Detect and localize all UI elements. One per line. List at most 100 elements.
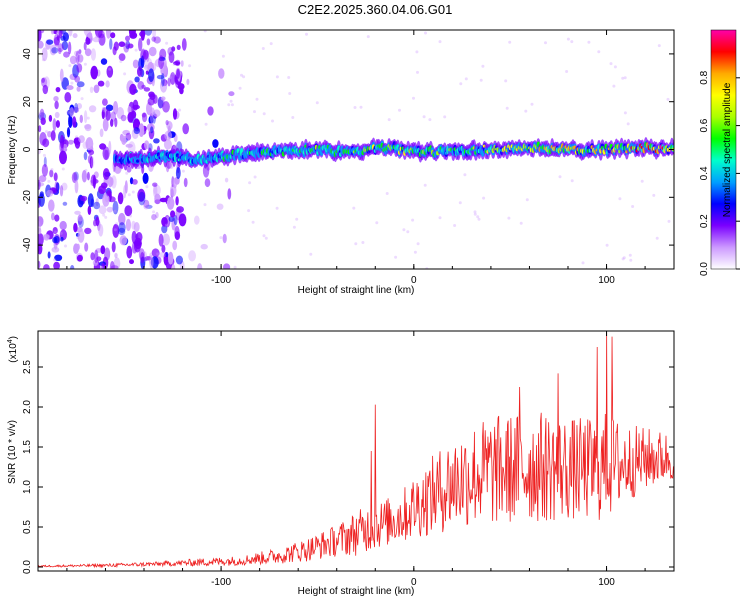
heatmap-noise-cell [112,223,120,238]
heatmap-speck [406,230,410,234]
heatmap-noise-cell [125,40,129,46]
heatmap-speck [621,76,625,80]
heatmap-noise-cell [160,96,166,101]
heatmap-noise-cell [171,264,176,269]
heatmap-noise-cell [167,47,174,56]
heatmap-speck [315,101,319,105]
heatmap-speck [482,196,486,200]
heatmap-x-tick-label: 100 [598,275,615,286]
heatmap-speck [524,109,528,113]
heatmap-speck [123,72,127,76]
heatmap-speck [129,214,132,218]
heatmap-noise-cell [124,180,128,194]
heatmap-noise-cell [126,245,133,259]
heatmap-noise-cell [129,83,137,95]
heatmap-noise-cell [112,101,119,115]
heatmap-noise-cell [63,51,70,58]
heatmap-speck [230,103,234,107]
heatmap-noise-cell [78,135,85,144]
heatmap-noise-cell [102,193,110,207]
heatmap-noise-cell [39,191,44,198]
heatmap-noise-cell [94,249,99,263]
heatmap-noise-cell [102,98,108,106]
heatmap-noise-cell [145,204,153,209]
heatmap-noise-cell [160,73,165,87]
heatmap-noise-cell [106,65,114,78]
heatmap-speck [398,108,401,112]
colorbar-axis: 0.0 0.2 0.4 0.6 0.8 [699,70,740,276]
heatmap-speck [605,243,609,247]
heatmap-noise-cell [163,139,172,150]
heatmap-noise-cell [173,214,178,226]
heatmap-noise-cell [47,131,52,138]
heatmap-noise-cell [74,50,79,57]
heatmap-speck [375,221,379,225]
heatmap-noise-cell [166,160,171,169]
heatmap-speck [50,168,54,171]
heatmap-noise-cell [153,36,161,44]
heatmap-y-tick-label: 0 [22,146,33,152]
heatmap-noise-cell [118,222,126,234]
heatmap-noise-cell [42,84,49,95]
heatmap-speck [424,31,427,35]
heatmap-speck [38,112,42,116]
heatmap-speck [415,50,419,54]
heatmap-noise-cell [38,30,42,42]
heatmap-noise-cell [161,217,168,227]
heatmap-noise-cell [101,106,106,112]
heatmap-noise-cell [151,36,156,42]
heatmap-speck [476,215,480,219]
heatmap-noise-cell [94,30,103,38]
heatmap-speck [59,231,63,235]
heatmap-speck [171,71,175,75]
heatmap-noise-cell [138,37,143,52]
heatmap-noise-cell [58,47,62,55]
heatmap-speck [354,242,358,246]
heatmap-noise-cell [53,96,59,102]
heatmap-speck [519,221,523,225]
heatmap-noise-cell [38,179,41,190]
heatmap-noise-cell [105,109,111,121]
heatmap-noise-cell [228,91,235,97]
heatmap-speck [61,167,65,171]
heatmap-noise-cell [113,257,121,269]
heatmap-speck [666,97,670,101]
heatmap-noise-cell [60,236,64,242]
heatmap-noise-cell [61,40,69,51]
heatmap-noise-cell [175,196,179,206]
heatmap-noise-cell [58,30,63,39]
heatmap-noise-cell [224,177,229,183]
heatmap-noise-cell [88,105,97,113]
heatmap-speck [353,106,357,109]
heatmap-speck [609,62,613,66]
heatmap-speck [275,206,279,210]
heatmap-speck [657,44,661,48]
heatmap-speck [264,236,268,240]
heatmap-noise-cell [118,212,126,226]
heatmap-noise-cell [76,63,83,73]
heatmap-noise-cell [171,46,176,52]
snr-y-multiplier-exp: 4 [7,339,14,343]
heatmap-speck [525,198,529,202]
heatmap-noise-cell [117,192,124,205]
heatmap-axes: -100 0 100 -40 -20 0 20 40 [22,30,674,286]
heatmap-speck [558,175,562,179]
heatmap-noise-cell [176,44,181,51]
heatmap-speck [164,223,168,227]
heatmap-speck [464,77,468,81]
heatmap-noise-cell [149,255,154,269]
heatmap-noise-cell [89,86,94,94]
heatmap-noise-cell [69,55,77,65]
heatmap-noise-cell [131,220,136,230]
heatmap-speck [587,40,591,44]
heatmap-speck [458,201,462,205]
heatmap-noise-cell [159,197,168,203]
heatmap-speck [95,35,98,39]
heatmap-noise-cell [133,241,142,246]
heatmap-speck [168,76,172,79]
heatmap-speck [618,197,622,201]
snr-y-multiplier: (x104) [7,336,19,363]
heatmap-speck [422,115,426,119]
heatmap-noise-cell [43,234,50,241]
heatmap-noise-cell [53,36,61,46]
